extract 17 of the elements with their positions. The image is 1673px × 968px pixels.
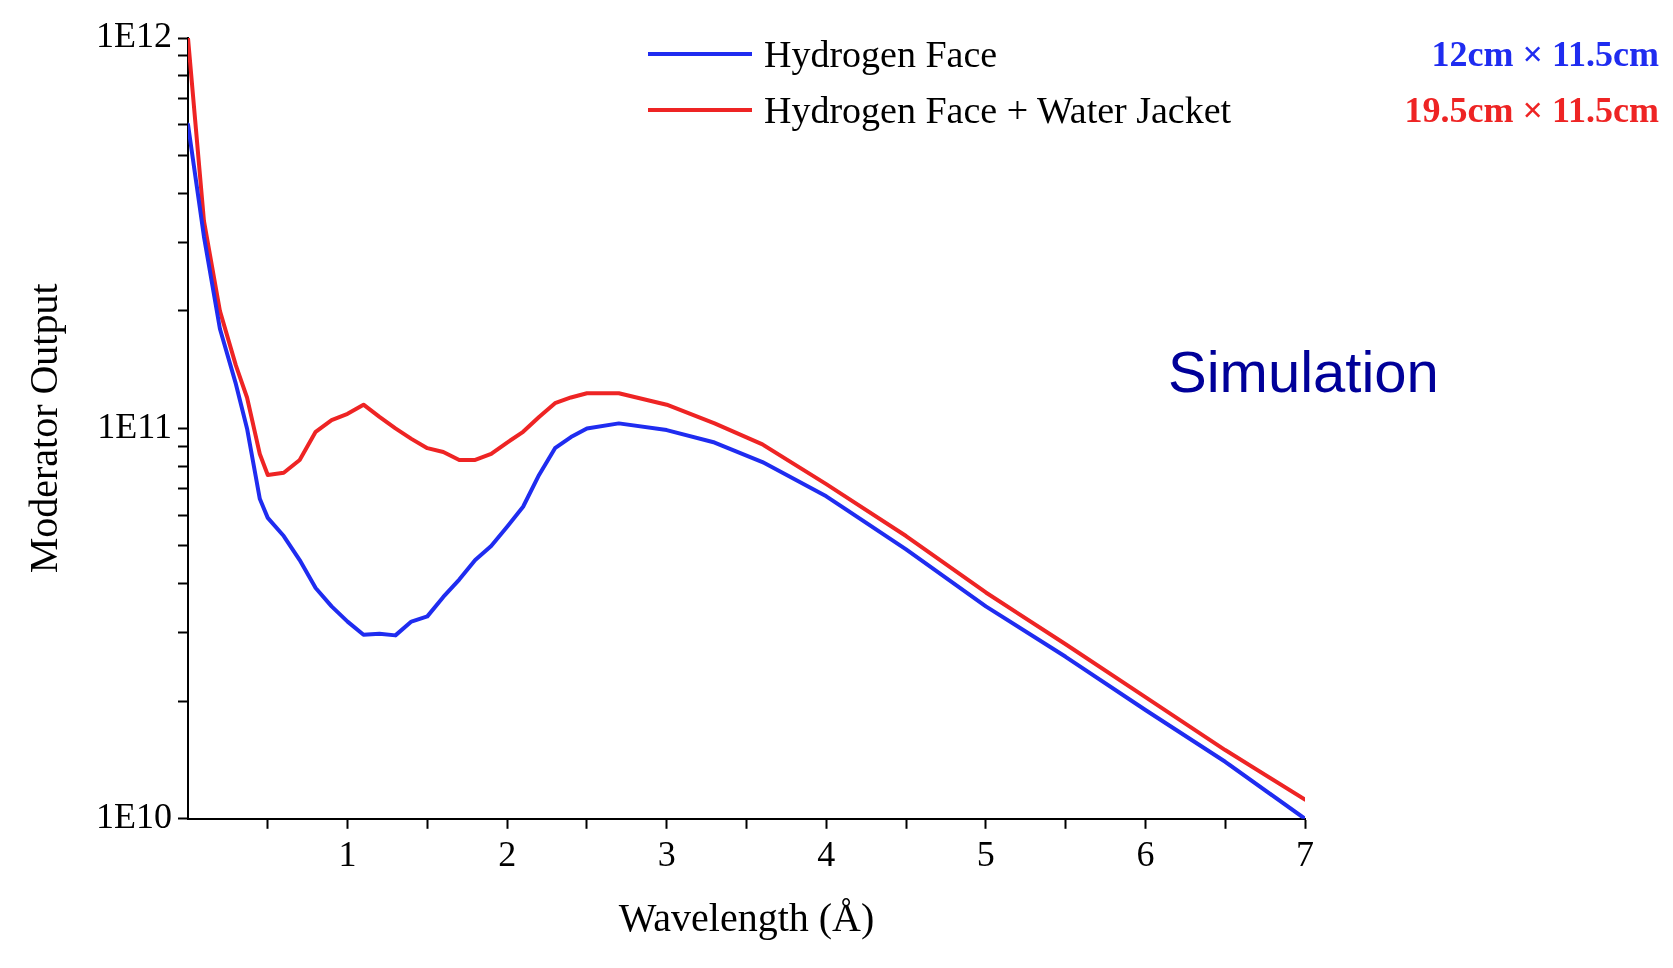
x-tick-label: 5: [976, 833, 995, 874]
legend-label: Hydrogen Face + Water Jacket: [764, 88, 1232, 132]
text: 12cm × 11.5cm: [1430, 33, 1659, 76]
x-tick-label: 3: [657, 833, 676, 874]
x-axis-title: Wavelength (Å): [618, 894, 875, 940]
x-tick-label: 6: [1136, 833, 1155, 874]
legend-label: Hydrogen Face: [764, 32, 998, 76]
y-axis-title: Moderator Output: [20, 283, 66, 574]
y-tick-label: 1E11: [97, 405, 172, 446]
x-tick-label: 7: [1296, 833, 1314, 874]
y-tick-label: 1E10: [95, 796, 172, 837]
y-tick-label: 1E12: [95, 15, 172, 56]
x-tick-label: 2: [498, 833, 517, 874]
annotation: Simulation: [1168, 338, 1439, 405]
x-tick-label: 4: [817, 833, 836, 874]
text: 19.5cm × 11.5cm: [1404, 89, 1659, 132]
x-tick-label: 1: [338, 833, 357, 874]
